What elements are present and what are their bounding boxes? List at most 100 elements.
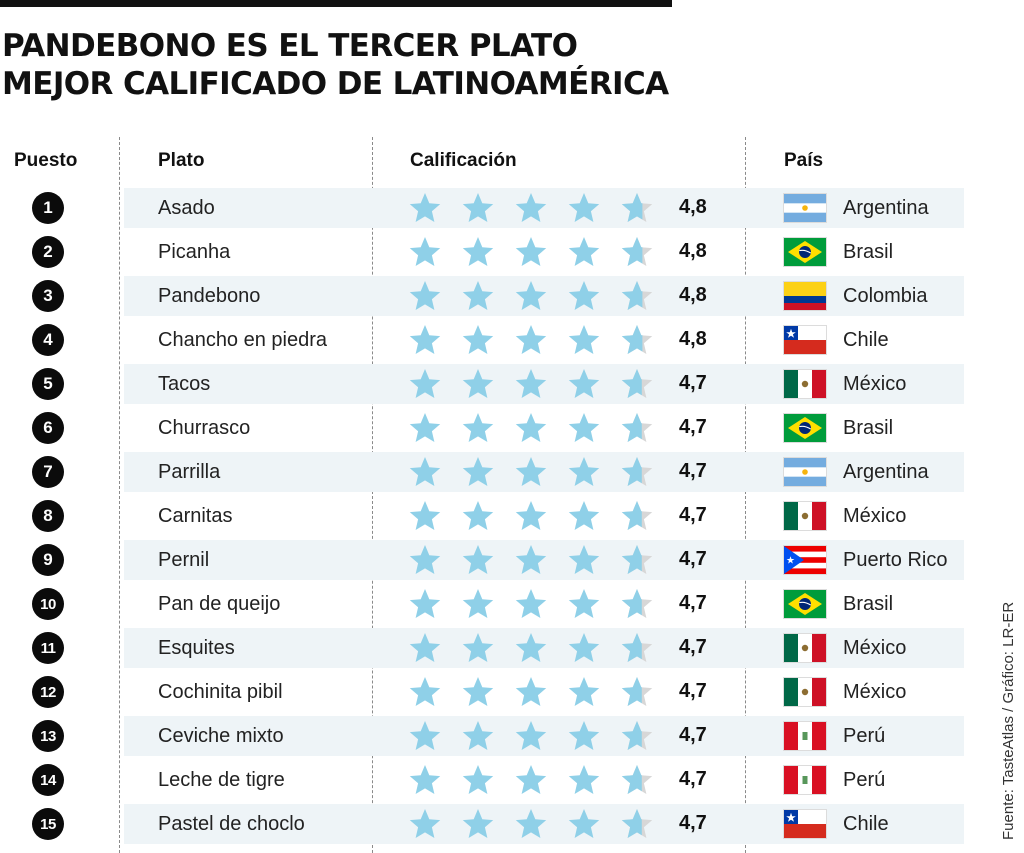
star-icon (409, 633, 441, 662)
star-partial-icon (621, 677, 642, 706)
star-icon (409, 237, 441, 266)
star-rating (409, 589, 653, 618)
star-icon (409, 193, 441, 222)
column-header-country: País (784, 150, 824, 171)
star-icon (568, 413, 600, 442)
star-icon (568, 193, 600, 222)
title-line-1: PANDEBONO ES EL TERCER PLATO (2, 28, 578, 64)
star-icon (409, 589, 441, 618)
star-icon (409, 545, 441, 574)
star-icon (409, 325, 441, 354)
country-name: Puerto Rico (843, 549, 948, 571)
star-rating (409, 721, 653, 750)
dish-name: Picanha (158, 241, 231, 263)
star-partial-icon (621, 413, 642, 442)
rank-badge: 4 (32, 324, 64, 356)
star-partial-icon (621, 325, 643, 354)
country-name: Chile (843, 329, 889, 351)
country-name: Chile (843, 813, 889, 835)
star-icon (409, 809, 441, 838)
table-row: 7 Parrilla 4,7 Argentina (0, 450, 1024, 494)
rating-value: 4,7 (679, 680, 707, 702)
rating-value: 4,7 (679, 592, 707, 614)
dish-name: Asado (158, 197, 215, 219)
star-icon (515, 809, 547, 838)
dish-name: Pandebono (158, 285, 261, 307)
star-rating (409, 765, 653, 794)
rank-badge: 14 (32, 764, 64, 796)
star-icon (462, 765, 494, 794)
star-icon (462, 545, 494, 574)
mexico-flag (784, 502, 826, 530)
dish-name: Carnitas (158, 505, 233, 527)
dish-name: Tacos (158, 373, 211, 395)
peru-flag (784, 722, 826, 750)
table-row: 15 Pastel de choclo 4,7 Chile (0, 802, 1024, 846)
column-header-dish: Plato (158, 150, 205, 171)
dish-name: Ceviche mixto (158, 725, 284, 747)
star-partial-icon (621, 193, 643, 222)
star-icon (409, 281, 441, 310)
star-partial-icon (621, 545, 642, 574)
star-icon (462, 369, 494, 398)
country-name: México (843, 505, 907, 527)
rank-badge: 3 (32, 280, 64, 312)
star-rating (409, 457, 653, 486)
star-icon (462, 193, 494, 222)
rank-badge: 1 (32, 192, 64, 224)
table-row: 13 Ceviche mixto 4,7 Perú (0, 714, 1024, 758)
star-icon (462, 281, 494, 310)
star-icon (462, 589, 494, 618)
star-icon (462, 677, 494, 706)
star-icon (515, 633, 547, 662)
rank-badge: 11 (32, 632, 64, 664)
country-name: Brasil (843, 241, 894, 263)
rank-badge: 6 (32, 412, 64, 444)
table-row: 14 Leche de tigre 4,7 Perú (0, 758, 1024, 802)
country-name: Argentina (843, 461, 929, 483)
rank-badge: 9 (32, 544, 64, 576)
star-icon (462, 633, 494, 662)
dish-name: Churrasco (158, 417, 251, 439)
country-name: México (843, 637, 907, 659)
star-icon (568, 545, 600, 574)
star-icon (568, 809, 600, 838)
star-icon (515, 765, 547, 794)
star-partial-icon (621, 457, 642, 486)
star-icon (515, 369, 547, 398)
star-partial-icon (621, 765, 642, 794)
star-rating (409, 501, 653, 530)
star-rating (409, 413, 653, 442)
country-name: Brasil (843, 417, 894, 439)
star-icon (515, 325, 547, 354)
star-icon (462, 809, 494, 838)
dish-name: Parrilla (158, 461, 221, 483)
star-icon (568, 281, 600, 310)
rank-badge: 12 (32, 676, 64, 708)
dish-name: Esquites (158, 637, 235, 659)
star-icon (515, 589, 547, 618)
star-icon (568, 765, 600, 794)
star-rating (409, 369, 653, 398)
dish-name: Pastel de choclo (158, 813, 305, 835)
star-icon (515, 721, 547, 750)
star-partial-icon (621, 281, 643, 310)
column-divider (372, 137, 373, 853)
star-icon (515, 457, 547, 486)
column-divider (745, 137, 746, 853)
colombia-flag (784, 282, 826, 310)
rank-badge: 5 (32, 368, 64, 400)
rating-value: 4,8 (679, 240, 707, 262)
argentina-flag (784, 458, 826, 486)
star-icon (515, 545, 547, 574)
star-icon (409, 457, 441, 486)
star-rating (409, 281, 653, 310)
rating-value: 4,8 (679, 196, 707, 218)
star-icon (515, 193, 547, 222)
star-icon (409, 413, 441, 442)
star-icon (462, 413, 494, 442)
column-divider (119, 137, 120, 853)
puerto-rico-flag (784, 546, 826, 574)
mexico-flag (784, 370, 826, 398)
chile-flag (784, 326, 826, 354)
